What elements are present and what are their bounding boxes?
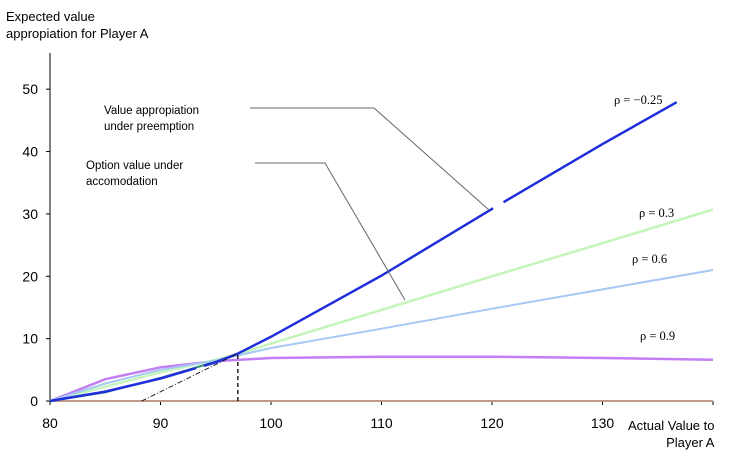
series-line-rho-neg-0.25 <box>49 80 714 403</box>
legend-label-rho-0.9: ρ = 0.9 <box>640 329 675 343</box>
x-tick-label-120: 120 <box>480 415 504 431</box>
x-axis-title: Actual Value to Player A <box>628 417 714 451</box>
annotation-preemption: Value appropiation under preemption <box>104 103 199 135</box>
annotation-accomodation-leader <box>255 162 406 301</box>
y-tick-label-20: 20 <box>22 268 38 284</box>
tangent-dashdot-line <box>141 353 239 402</box>
annotation-accomodation: Option value under accomodation <box>86 158 183 190</box>
y-axis-title-line-1: Expected value <box>6 9 95 24</box>
legend-label-rho-0.3: ρ = 0.3 <box>639 206 674 220</box>
legend-label-rho-0.6: ρ = 0.6 <box>632 252 667 266</box>
x-tick-label-100: 100 <box>259 415 283 431</box>
series-line-rho-0.9 <box>49 355 714 403</box>
legend-label-rho-neg-0.25: ρ = −0.25 <box>614 93 662 107</box>
x-axis-title-line-1: Actual Value to <box>628 418 715 433</box>
annotation-accomodation-line-2: accomodation <box>86 176 158 188</box>
y-axis-title-line-2: appropiation for Player A <box>6 26 149 41</box>
x-tick-label-90: 90 <box>153 415 169 431</box>
y-tick-label-30: 30 <box>22 206 38 222</box>
x-tick-label-130: 130 <box>591 415 615 431</box>
y-tick-label-40: 40 <box>22 144 38 160</box>
annotation-preemption-leader <box>250 107 490 211</box>
y-axis-title: Expected value appropiation for Player A <box>6 8 148 42</box>
x-axis-title-line-2: Player A <box>666 435 715 450</box>
y-tick-label-0: 0 <box>30 393 38 409</box>
y-tick-label-50: 50 <box>22 81 38 97</box>
series-line-rho-0.6 <box>49 269 714 402</box>
y-tick-label-10: 10 <box>22 331 38 347</box>
annotation-accomodation-line-1: Option value under <box>86 160 184 172</box>
x-tick-label-110: 110 <box>370 415 393 431</box>
series-line-rho-0.3 <box>49 208 714 403</box>
annotation-preemption-line-1: Value appropiation <box>104 105 200 117</box>
x-tick-label-80: 80 <box>42 415 58 431</box>
annotation-preemption-line-2: under preemption <box>104 121 195 133</box>
